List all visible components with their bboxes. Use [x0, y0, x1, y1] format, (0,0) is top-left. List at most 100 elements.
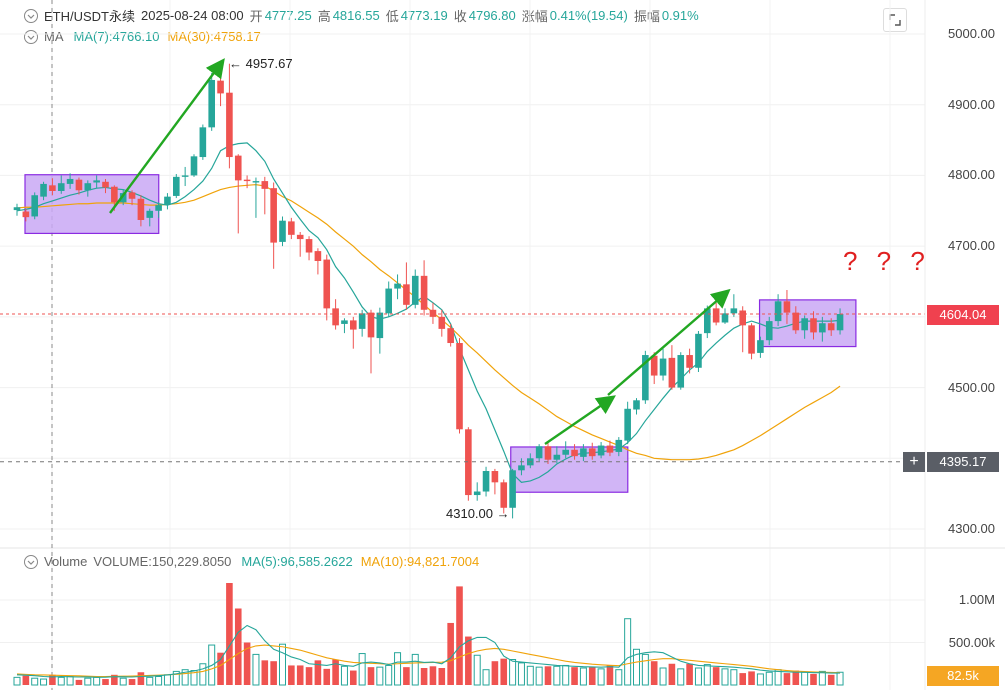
low-marker: 4310.00 →: [446, 506, 510, 521]
candle-body: [465, 429, 472, 496]
candle-body: [827, 323, 835, 331]
candle-body: [119, 193, 127, 203]
candle-body: [49, 185, 56, 191]
trend-arrow: [607, 288, 731, 396]
collapse-icon[interactable]: [24, 8, 38, 23]
candle-body: [40, 183, 47, 197]
candle-body: [588, 448, 596, 457]
candle-body: [199, 127, 207, 158]
candle-body: [712, 308, 720, 323]
candle-body: [801, 318, 808, 331]
candle-body: [411, 275, 419, 305]
volume-bar: [677, 668, 685, 686]
volume-bar: [111, 674, 118, 685]
candle-body: [84, 183, 92, 191]
volume-bar: [491, 661, 499, 685]
volume-bar: [739, 673, 746, 685]
candle-body: [774, 301, 782, 322]
volume-bar: [261, 660, 269, 685]
volume-bar: [358, 653, 366, 686]
candle-body: [217, 80, 224, 94]
volume-bar: [314, 660, 322, 685]
volume-bar: [509, 659, 517, 686]
candle-body: [668, 357, 676, 388]
candle-body: [686, 355, 693, 368]
volume-bar: [721, 668, 729, 686]
candle-body: [111, 186, 118, 203]
volume-bar: [456, 586, 463, 685]
candle-body: [13, 207, 21, 211]
candle-body: [509, 470, 516, 508]
collapse-icon[interactable]: [24, 29, 38, 44]
amplitude-label: 振幅: [633, 9, 660, 24]
low-value: 4773.19: [400, 8, 448, 23]
volume-bar: [535, 666, 543, 686]
candle-body: [836, 314, 844, 331]
volume-bar: [119, 677, 127, 686]
volume-bar: [181, 669, 189, 686]
candle-body: [181, 175, 189, 177]
volume-bar: [810, 673, 817, 685]
ma-header: MA MA(7):4766.10 MA(30):4758.17: [24, 29, 267, 44]
volume-bar: [703, 664, 711, 686]
candle-body: [677, 355, 685, 388]
volume-bar: [279, 643, 286, 686]
ma30-value: MA(30):4758.17: [167, 29, 261, 44]
candle-body: [730, 308, 738, 314]
candle-body: [606, 445, 614, 453]
volume-bar: [694, 667, 702, 686]
candle-body: [429, 309, 437, 317]
candle-body: [403, 284, 410, 305]
volume-bar: [394, 652, 402, 686]
candle-body: [757, 340, 764, 353]
candle-body: [128, 192, 136, 199]
candle-body: [792, 312, 800, 331]
volume-bar: [128, 679, 136, 685]
price-axis-tick: 4800.00: [948, 167, 995, 183]
volume-bar: [482, 669, 490, 686]
candle-body: [456, 343, 463, 430]
change-value: 0.41%(19.54): [549, 8, 628, 23]
candle-body: [783, 301, 791, 313]
date-label: 2025-08-24 08:00: [141, 8, 244, 23]
volume-bar: [93, 676, 101, 686]
candle-body: [190, 156, 198, 176]
candle-body: [518, 465, 525, 471]
volume-axis-tick: 500.00k: [948, 634, 995, 650]
candle-body: [473, 491, 481, 496]
candle-body: [137, 198, 145, 220]
volume-bar: [588, 667, 596, 685]
candle-body: [270, 188, 277, 243]
candle-body: [173, 176, 180, 196]
candle-body: [597, 445, 605, 456]
candle-body: [226, 92, 233, 158]
candle-body: [93, 180, 100, 183]
volume-bar: [75, 679, 83, 685]
volume-bar: [544, 666, 552, 685]
crosshair-add-icon[interactable]: +: [903, 452, 925, 472]
volume-bar: [553, 665, 561, 686]
ma-name: MA: [44, 29, 64, 44]
collapse-icon[interactable]: [24, 554, 38, 569]
volume-bar: [730, 669, 738, 686]
candle-body: [562, 449, 569, 455]
volume-bar: [367, 667, 375, 685]
candle-body: [721, 313, 729, 323]
volume-bar: [137, 672, 145, 685]
candle-body: [350, 320, 357, 330]
candle-body: [615, 439, 623, 452]
candle-body: [66, 178, 74, 184]
candle-body: [155, 205, 162, 211]
crosshair-price-tag: 4395.17: [927, 452, 999, 472]
candle-body: [695, 333, 702, 368]
candle-body: [341, 320, 348, 324]
volume-bar: [340, 665, 348, 686]
candle-body: [261, 181, 269, 189]
volume-bar: [641, 653, 649, 686]
volume-bar: [792, 670, 800, 685]
candle-body: [748, 325, 755, 354]
candle-body: [438, 316, 446, 329]
volume-bar: [579, 667, 587, 686]
volume-bar: [411, 653, 419, 686]
